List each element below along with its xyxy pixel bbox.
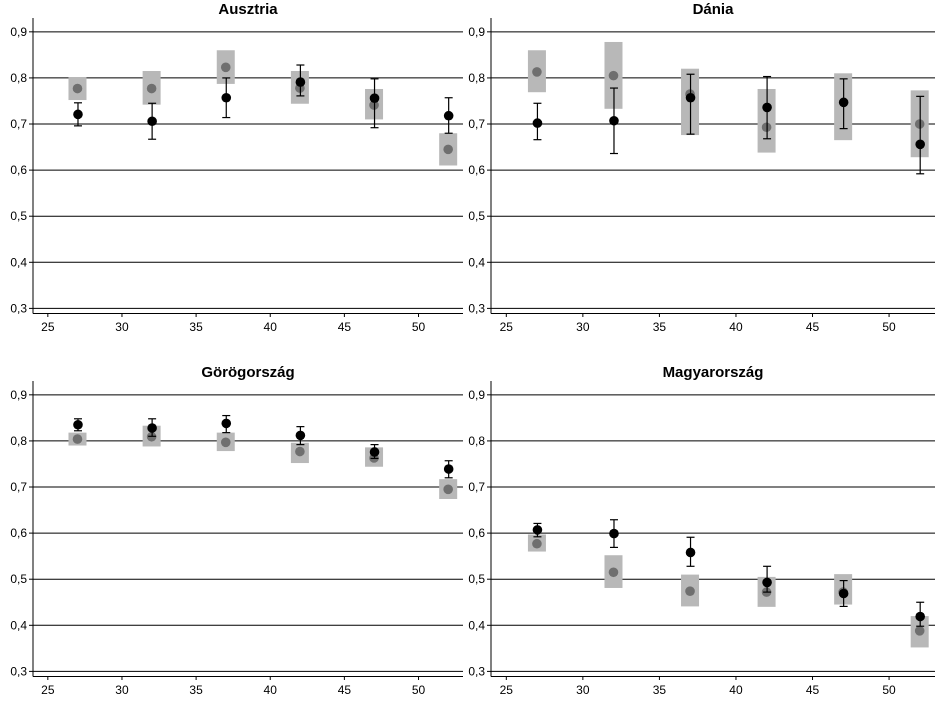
y-tick-label: 0,6: [468, 526, 485, 540]
y-tick-label: 0,5: [468, 572, 485, 586]
x-tick-label: 40: [264, 320, 278, 334]
gray-point: [443, 144, 453, 155]
y-tick-label: 0,5: [10, 572, 27, 586]
black-point: [838, 97, 849, 108]
y-tick-label: 0,7: [468, 117, 485, 131]
y-tick-label: 0,3: [10, 664, 27, 678]
black-point: [443, 110, 454, 121]
black-point: [685, 92, 696, 103]
black-point: [147, 423, 157, 433]
x-tick-label: 30: [115, 683, 129, 697]
gray-point: [608, 567, 619, 578]
black-point: [532, 118, 543, 128]
black-point: [609, 115, 619, 126]
x-tick-label: 45: [806, 683, 820, 697]
black-point: [221, 418, 232, 429]
x-tick-label: 30: [576, 683, 590, 697]
gray-point: [220, 437, 231, 448]
x-tick-label: 50: [412, 683, 426, 697]
chart-title: Görögország: [201, 364, 294, 381]
y-tick-label: 0,9: [468, 25, 485, 39]
black-point: [73, 109, 83, 120]
y-tick-label: 0,7: [10, 117, 27, 131]
x-tick-label: 25: [41, 683, 55, 697]
black-point: [609, 528, 619, 539]
x-tick-label: 35: [653, 320, 667, 334]
y-tick-label: 0,4: [468, 618, 485, 632]
y-tick-label: 0,7: [10, 480, 27, 494]
y-tick-label: 0,5: [468, 209, 485, 223]
y-tick-label: 0,6: [10, 163, 27, 177]
gray-point: [72, 83, 83, 94]
x-tick-label: 50: [882, 320, 896, 334]
chart-title: Dánia: [693, 1, 735, 18]
gray-point: [220, 62, 231, 73]
gray-point: [532, 67, 542, 77]
y-tick-label: 0,8: [10, 434, 27, 448]
x-tick-label: 25: [500, 683, 514, 697]
y-tick-label: 0,3: [10, 301, 27, 315]
x-tick-label: 35: [189, 320, 203, 334]
y-tick-label: 0,9: [468, 388, 485, 402]
gray-point: [532, 538, 542, 549]
y-tick-label: 0,7: [468, 480, 485, 494]
chart-panel-2: Dánia 0,3 0,4 0,5 0,6 0,7 0,8 0,9 25 30 35 40 45 50: [468, 1, 935, 334]
gray-point: [914, 626, 925, 636]
chart-title: Ausztria: [218, 1, 278, 18]
black-point: [295, 77, 306, 87]
black-point: [73, 419, 83, 430]
black-point: [147, 116, 157, 127]
x-tick-label: 45: [338, 683, 352, 697]
gray-point: [146, 83, 157, 94]
chart-panel-1: Ausztria 0,3 0,4 0,5 0,6 0,7 0,8 0,9 25 30 35 40 45 5…: [10, 1, 463, 334]
black-point: [915, 139, 925, 150]
y-tick-label: 0,4: [10, 618, 27, 632]
x-tick-label: 30: [576, 320, 590, 334]
y-tick-label: 0,8: [10, 71, 27, 85]
chart-panel-4: Magyarország 0,3 0,4 0,5 0,6 0,7 0,8 0,9 25 30 35 4…: [468, 364, 935, 697]
black-point: [915, 611, 925, 622]
y-tick-label: 0,9: [10, 25, 27, 39]
y-tick-label: 0,6: [10, 526, 27, 540]
gray-point: [72, 434, 83, 444]
x-tick-label: 40: [264, 683, 278, 697]
x-tick-label: 25: [500, 320, 514, 334]
y-tick-label: 0,5: [10, 209, 27, 223]
x-tick-label: 25: [41, 320, 55, 334]
y-tick-label: 0,8: [468, 434, 485, 448]
black-point: [443, 464, 454, 474]
black-point: [532, 525, 543, 535]
y-tick-label: 0,3: [468, 664, 485, 678]
gray-point: [295, 446, 305, 457]
black-point: [369, 93, 380, 104]
black-point: [295, 430, 306, 441]
x-tick-label: 45: [806, 320, 820, 334]
gray-point: [443, 484, 453, 495]
y-tick-label: 0,9: [10, 388, 27, 402]
black-point: [685, 547, 696, 558]
x-tick-label: 40: [729, 320, 743, 334]
black-point: [369, 447, 380, 457]
x-tick-label: 40: [729, 683, 743, 697]
y-tick-label: 0,8: [468, 71, 485, 85]
x-tick-label: 50: [412, 320, 426, 334]
x-tick-label: 30: [115, 320, 129, 334]
y-tick-label: 0,3: [468, 301, 485, 315]
chart-panel-3: Görögország 0,3 0,4 0,5 0,6 0,7 0,8 0,9 25 30 35 40…: [10, 364, 463, 697]
y-tick-label: 0,4: [10, 255, 27, 269]
x-tick-label: 35: [653, 683, 667, 697]
gray-point: [608, 70, 619, 81]
x-tick-label: 35: [189, 683, 203, 697]
x-tick-label: 45: [338, 320, 352, 334]
black-point: [838, 588, 849, 599]
y-tick-label: 0,6: [468, 163, 485, 177]
black-point: [762, 577, 772, 588]
x-tick-label: 50: [882, 683, 896, 697]
chart-title: Magyarország: [663, 364, 764, 381]
gray-point: [685, 586, 695, 596]
black-point: [221, 92, 232, 103]
y-tick-label: 0,4: [468, 255, 485, 269]
black-point: [762, 102, 772, 113]
